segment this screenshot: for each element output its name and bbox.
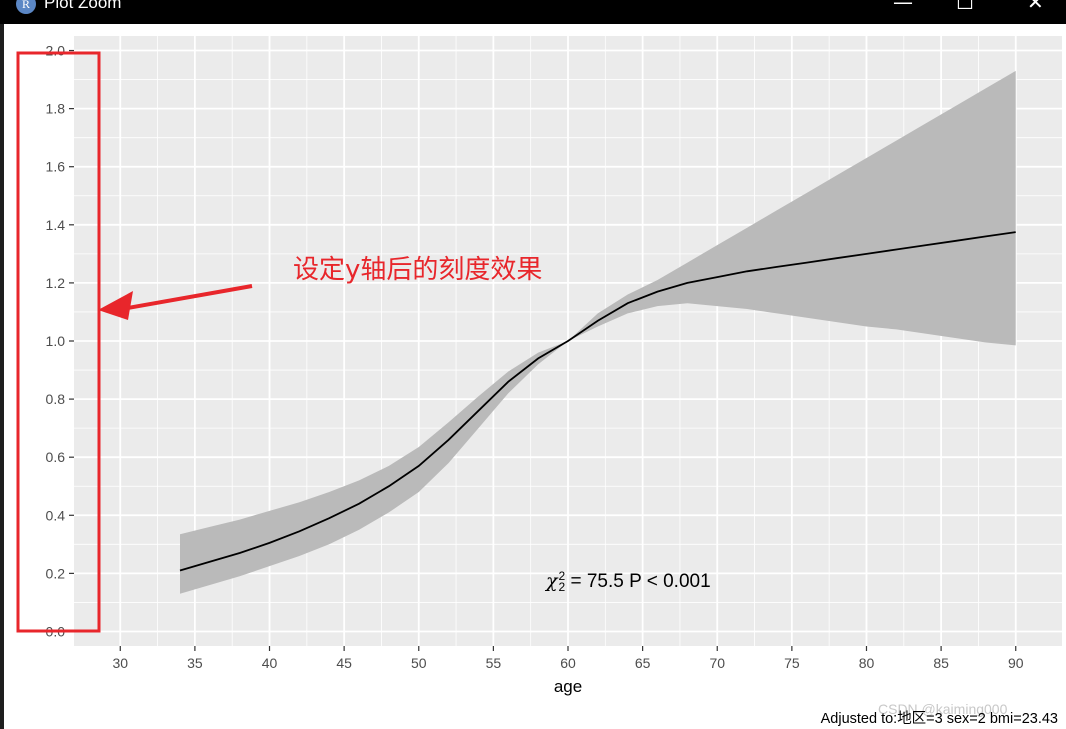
- x-tick-label: 40: [262, 655, 278, 671]
- confidence-band: [180, 70, 1016, 594]
- x-tick-label: 85: [933, 655, 949, 671]
- r-logo-icon: R: [16, 0, 36, 14]
- x-tick-label: 90: [1008, 655, 1024, 671]
- arrow-icon: [98, 284, 253, 320]
- x-tick-label: 75: [784, 655, 800, 671]
- y-axis-highlight-box: [16, 51, 101, 633]
- x-tick-label: 35: [187, 655, 203, 671]
- x-tick-label: 55: [486, 655, 502, 671]
- window-left-edge: [0, 24, 4, 729]
- x-tick-label: 50: [411, 655, 427, 671]
- y-tick-label: 2.0: [46, 43, 66, 59]
- x-tick-label: 45: [336, 655, 352, 671]
- y-tick-label: 1.8: [46, 101, 66, 117]
- watermark-text: CSDN @kaiming000: [878, 701, 1008, 717]
- y-tick-label: 1.6: [46, 159, 66, 175]
- chi-symbol: χ: [546, 570, 558, 592]
- chi-superscript: 2: [558, 568, 566, 583]
- y-axis: 0.00.20.40.60.81.01.21.41.61.82.0: [46, 43, 74, 639]
- y-tick-label: 0.4: [46, 507, 66, 523]
- y-tick-label: 1.0: [46, 333, 66, 349]
- x-tick-label: 65: [635, 655, 651, 671]
- callout-text: 设定y轴后的刻度效果: [293, 255, 543, 285]
- window-titlebar: R Plot Zoom — ☐ ✕: [0, 0, 1066, 24]
- close-icon[interactable]: ✕: [1027, 0, 1044, 14]
- adjusted-caption: Adjusted to:地区=3 sex=2 bmi=23.43: [820, 711, 1058, 727]
- chi-subscript: 2: [558, 579, 566, 594]
- minimize-icon[interactable]: —: [893, 0, 913, 14]
- x-axis: 30 35 40 45 50 55 60 65 70 75 80 85 90: [112, 646, 1024, 671]
- fitted-curve: [179, 231, 1016, 572]
- x-axis-title: age: [554, 677, 582, 696]
- y-tick-label: 0.8: [46, 391, 66, 407]
- y-tick-label: 1.2: [46, 275, 66, 291]
- x-tick-label: 60: [560, 655, 576, 671]
- x-tick-label: 80: [859, 655, 875, 671]
- x-tick-label: 70: [709, 655, 725, 671]
- y-tick-label: 1.4: [46, 217, 66, 233]
- y-tick-label: 0.6: [46, 449, 66, 465]
- x-tick-label: 30: [112, 655, 128, 671]
- chi-value: = 75.5 P < 0.001: [570, 571, 711, 592]
- maximize-icon[interactable]: ☐: [956, 0, 974, 14]
- plot-area: 30 35 40 45 50 55 60 65 70 75 80 85 90 0.00.20.40.60…: [16, 36, 1062, 696]
- major-gridlines: [74, 36, 1062, 646]
- y-tick-label: 0.2: [46, 565, 66, 581]
- window-title: Plot Zoom: [44, 0, 122, 12]
